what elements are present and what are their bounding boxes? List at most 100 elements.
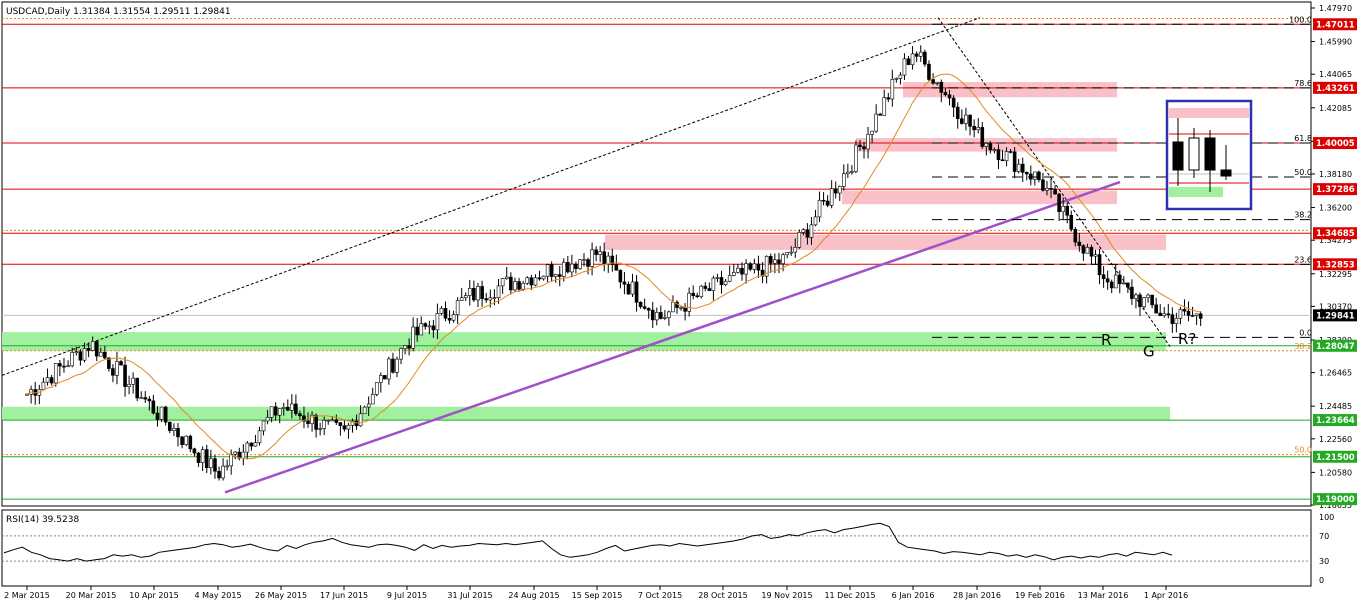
candle-body <box>553 274 558 277</box>
candle-body <box>346 424 351 430</box>
candle-body <box>785 252 789 256</box>
candle-body <box>773 259 777 264</box>
candle-body <box>265 417 270 422</box>
candle-body <box>646 308 651 311</box>
candle-body <box>533 277 538 286</box>
candle-body <box>736 267 740 273</box>
candle-body <box>825 200 830 206</box>
candle-body <box>813 216 818 226</box>
candle-body <box>115 361 119 376</box>
annotation-label: R? <box>1178 330 1196 348</box>
candle-body <box>66 365 70 368</box>
candle-body <box>281 406 286 409</box>
candle-body <box>1105 278 1110 283</box>
candle-body <box>715 277 720 279</box>
candle-body <box>866 134 870 150</box>
candle-body <box>1190 315 1195 317</box>
candle-body <box>459 297 464 301</box>
candle-body <box>703 285 708 289</box>
candle-body <box>435 313 440 331</box>
price-tick-label: 1.32295 <box>1319 270 1352 279</box>
candle-body <box>488 297 493 301</box>
candle-body <box>521 282 525 290</box>
candle-body <box>638 301 643 307</box>
candle-body <box>590 249 594 267</box>
candle-body <box>931 79 935 84</box>
fib-label: 23.6 <box>1294 255 1312 264</box>
candle-body <box>41 381 46 390</box>
candle-body <box>423 323 428 327</box>
candle-body <box>972 126 976 131</box>
candle-body <box>151 400 156 414</box>
candle-body <box>797 232 802 248</box>
candle-body <box>78 351 83 361</box>
time-tick-label: 31 Jul 2015 <box>447 591 492 600</box>
time-tick-label: 19 Nov 2015 <box>761 591 812 600</box>
candle-body <box>923 51 927 65</box>
inset-zone <box>1169 187 1223 197</box>
fib-label: 0.0 <box>1299 328 1312 337</box>
candle-body <box>606 255 611 265</box>
time-tick-label: 24 Aug 2015 <box>508 591 559 600</box>
candle-body <box>86 348 91 351</box>
candle-body <box>1138 294 1142 308</box>
candle-body <box>642 306 647 309</box>
price-level-label: 1.40005 <box>1316 139 1355 149</box>
candle-body <box>147 398 152 402</box>
price-level-label: 1.37286 <box>1316 185 1355 195</box>
candle-body <box>496 285 501 298</box>
candle-body <box>858 144 862 147</box>
candle-body <box>221 465 225 479</box>
candle-body <box>504 276 509 279</box>
candle-body <box>431 325 436 331</box>
price-tick-label: 1.45990 <box>1319 38 1352 47</box>
candle-body <box>756 263 761 271</box>
candle-body <box>314 414 318 430</box>
candle-body <box>1170 314 1175 325</box>
candle-body <box>683 307 687 312</box>
candle-body <box>127 383 131 387</box>
candle-body <box>45 377 50 383</box>
candle-body <box>910 53 915 65</box>
candle-body <box>781 254 785 264</box>
candle-body <box>955 106 960 120</box>
moving-average <box>26 73 1201 460</box>
candle-body <box>143 397 148 400</box>
time-tick-label: 17 Jun 2015 <box>320 591 368 600</box>
candle-body <box>451 314 456 321</box>
candle-body <box>890 79 895 100</box>
candle-body <box>1020 163 1025 173</box>
candle-body <box>699 285 704 298</box>
candle-body <box>968 114 972 127</box>
candle-body <box>463 295 468 299</box>
candle-body <box>618 269 623 283</box>
candle-body <box>342 425 347 430</box>
candle-body <box>395 358 399 373</box>
candle-body <box>131 377 135 385</box>
candle-body <box>906 58 911 65</box>
fib-label: 50.0 <box>1294 446 1312 455</box>
candle-body <box>192 448 197 454</box>
time-tick-label: 26 May 2015 <box>255 591 307 600</box>
candle-body <box>586 259 590 267</box>
inset-zone <box>1169 108 1249 118</box>
candle-body <box>614 264 619 271</box>
candle-body <box>1069 214 1074 230</box>
candle-body <box>25 393 29 396</box>
candle-body <box>180 436 184 445</box>
candle-body <box>927 63 931 80</box>
ma-line <box>26 73 1201 460</box>
candle-body <box>374 382 379 395</box>
candle-body <box>752 263 757 270</box>
fib-label: 50.0 <box>1294 168 1312 177</box>
candle-body <box>1016 163 1021 172</box>
candle-body <box>996 149 1001 161</box>
candle-body <box>163 406 168 423</box>
candle-body <box>1049 188 1053 190</box>
candle-body <box>387 358 391 380</box>
candle-body <box>338 422 343 427</box>
time-tick-label: 19 Feb 2016 <box>1015 591 1065 600</box>
candle-body <box>1198 313 1203 319</box>
candle-body <box>980 127 985 147</box>
candle-body <box>443 308 448 319</box>
